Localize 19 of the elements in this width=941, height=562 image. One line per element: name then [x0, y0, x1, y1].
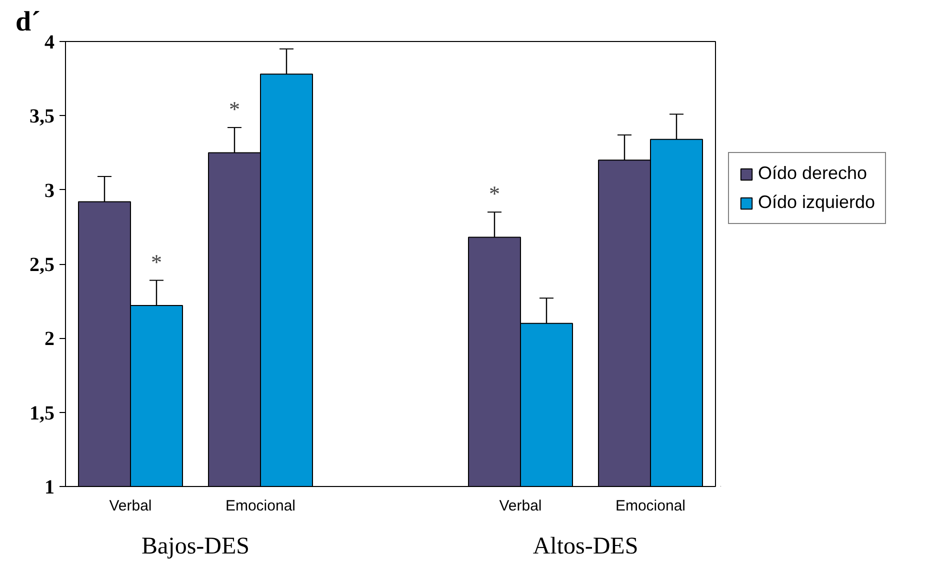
data-label: * [229, 96, 240, 122]
y-tick-label: 2,5 [30, 254, 54, 276]
y-tick-label: 2 [44, 328, 54, 350]
y-tick-label: 1 [44, 476, 54, 498]
legend-label: Oído izquierdo [758, 192, 876, 213]
y-tick-label: 3 [44, 180, 54, 202]
data-label: * [489, 181, 500, 206]
legend-label: Oído derecho [758, 163, 868, 184]
text: Bajos-DES [142, 534, 250, 560]
x-tick-label: Emocional [615, 498, 686, 514]
data-label: * [151, 249, 162, 274]
y-tick-label: 3,5 [30, 106, 54, 128]
text: Altos-DES [532, 534, 638, 560]
y-axis-title: d´ [16, 6, 40, 38]
y-tick-label: 4 [44, 32, 54, 54]
x-tick-label: Emocional [225, 498, 296, 514]
x-tick-label: Verbal [109, 498, 152, 514]
x-tick-label: Verbal [499, 498, 542, 514]
y-tick-label: 1,5 [30, 402, 54, 424]
